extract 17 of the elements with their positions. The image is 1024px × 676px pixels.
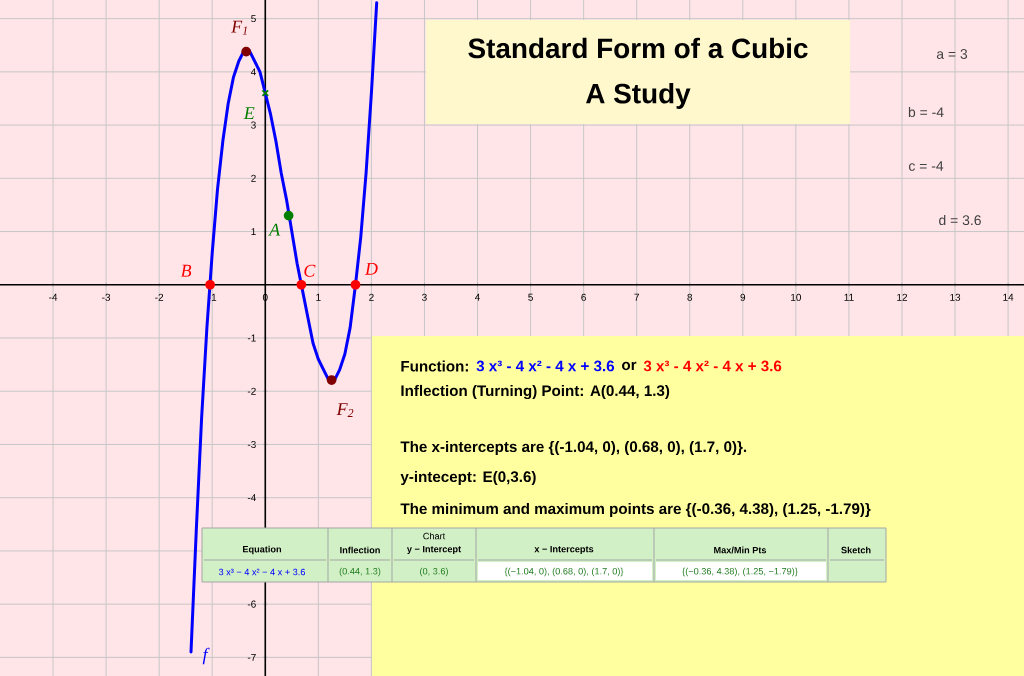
series-label: D: [364, 262, 378, 275]
series-label: B: [180, 264, 192, 277]
point: [326, 375, 337, 385]
point: [296, 279, 307, 290]
series-label: f: [202, 647, 210, 665]
text: Standard Form of a Cubic: [468, 37, 808, 59]
point: [261, 89, 269, 97]
series-label: C: [304, 264, 316, 277]
series-label: E: [243, 107, 255, 119]
point: [283, 210, 294, 221]
point: [350, 279, 361, 290]
point: [241, 46, 252, 57]
series-label: F$_{2}$: [336, 403, 354, 417]
text: A Study: [586, 82, 691, 109]
point: [205, 279, 215, 290]
series-label: F$_{1}$: [231, 20, 247, 35]
series-label: A: [268, 223, 281, 236]
